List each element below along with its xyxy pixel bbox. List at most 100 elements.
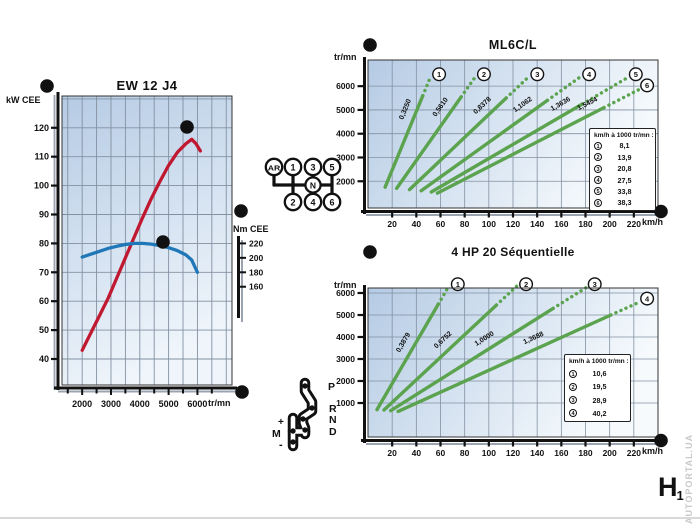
x-tick-label: 2000 xyxy=(72,399,92,409)
shifter-gear-2-circle xyxy=(283,192,303,212)
x-tick-label: 80 xyxy=(460,448,470,458)
x-tick-label: 220 xyxy=(627,448,641,458)
gear-line-solid xyxy=(375,302,441,412)
gear-line-dotted xyxy=(580,76,629,106)
gear-line-solid xyxy=(383,94,425,189)
selector-position-R: R xyxy=(329,403,337,415)
x-tick-label: 20 xyxy=(387,219,397,229)
marker-badge-letter: a xyxy=(240,387,245,397)
y-tick-label: 80 xyxy=(39,238,49,248)
gear-line-dotted xyxy=(494,283,520,307)
gear-line-dotted xyxy=(545,74,583,103)
y-tick-label: 60 xyxy=(39,296,49,306)
x-tick-label: 40 xyxy=(412,448,422,458)
marker-badge-f: f xyxy=(654,433,668,448)
gear-line-dotted xyxy=(459,74,478,99)
marker-badge-a: a xyxy=(363,245,377,259)
manual-chart-rpm-axis-label: tr/mn xyxy=(334,52,357,62)
x-tick-label: 20 xyxy=(387,448,397,458)
selector-detent-dot xyxy=(302,383,308,389)
shifter-gear-3-circle xyxy=(303,157,323,177)
x-tick-label: 100 xyxy=(482,219,496,229)
gear-number-badge xyxy=(640,78,655,93)
gear-number: 4 xyxy=(587,70,592,79)
marker-badge-circle xyxy=(654,204,668,219)
y-tick-label: 120 xyxy=(34,123,49,133)
y2-tick-label: 160 xyxy=(249,282,263,292)
page-bottom-divider xyxy=(0,517,700,519)
gear-number-badge: 3 xyxy=(594,164,602,173)
legend-title: km/h à 1000 tr/mn : xyxy=(569,358,629,365)
gear-line-dotted xyxy=(551,285,588,311)
x-tick-label: 80 xyxy=(460,219,470,229)
gear-speed-value: 10,6 xyxy=(592,369,607,379)
shifter-gear-5-circle xyxy=(322,157,342,177)
x-tick-label: 120 xyxy=(506,219,520,229)
y-tick-label: 6000 xyxy=(336,81,355,91)
gear-number-badge: 1 xyxy=(594,141,602,150)
selector-detent-dot xyxy=(300,416,306,422)
legend-row-gear-4: 4 27,5 xyxy=(594,176,652,185)
y-tick-label: 1000 xyxy=(336,398,355,408)
selector-position-D: D xyxy=(329,426,337,438)
engine-chart: 40 50 60 70 80 90 100 110 120 2000 3000 4000 5000 600… xyxy=(34,79,263,409)
gear-speed-value: 38,3 xyxy=(617,198,632,208)
gear-speed-value: 13,9 xyxy=(617,152,632,162)
gear-number-badge xyxy=(530,67,545,82)
marker-badge-circle xyxy=(654,433,668,448)
marker-badge-letter: f xyxy=(660,436,663,446)
gear-speed-value: 27,5 xyxy=(617,175,632,185)
gear-number-badge: 1 xyxy=(569,369,577,378)
marker-badge-letter: a xyxy=(368,40,373,50)
shifter-gear-2-label: 2 xyxy=(290,197,295,207)
shifter-neutral-label: N xyxy=(310,180,316,190)
torque-secondary-axis: 160 180 200 220 xyxy=(237,236,263,322)
x-tick-label: 160 xyxy=(554,219,568,229)
shifter-gear-4-label: 4 xyxy=(310,197,315,207)
x-tick-label: 60 xyxy=(436,219,446,229)
marker-badge-circle xyxy=(156,235,170,249)
marker-badge-letter: c xyxy=(239,206,244,216)
marker-badge-a: a xyxy=(235,385,249,399)
y-tick-label: 4000 xyxy=(336,332,355,342)
y-tick-label: 90 xyxy=(39,209,49,219)
gear-number-badge xyxy=(587,277,602,292)
selector-manual-down: - xyxy=(279,439,283,451)
selector-position-P: P xyxy=(328,381,335,393)
legend-row-gear-2: 2 19,5 xyxy=(569,382,627,391)
gear-line-dotted xyxy=(421,74,433,98)
marker-badge-circle xyxy=(234,204,248,218)
shifter-gear-5-label: 5 xyxy=(329,162,334,172)
legend-row-gear-3: 3 20,8 xyxy=(594,164,652,173)
x-tick-label: 5000 xyxy=(159,399,179,409)
marker-badge-circle xyxy=(180,120,194,134)
x-tick-label: 3000 xyxy=(101,399,121,409)
y-tick-label: 3000 xyxy=(336,354,355,364)
legend-title: km/h à 1000 tr/mn : xyxy=(594,132,654,139)
gear-number-badge: 3 xyxy=(569,396,577,405)
marker-badge-b: b xyxy=(40,79,54,93)
manual-gearbox-axes xyxy=(357,57,666,218)
gear-number-badge xyxy=(519,277,534,292)
manual-gearbox-grid xyxy=(368,60,658,208)
shifter-reverse-circle xyxy=(264,157,284,177)
x-tick-label: 60 xyxy=(436,448,446,458)
y-tick-label: 70 xyxy=(39,267,49,277)
gear-line-dotted xyxy=(504,74,531,100)
marker-badge-circle xyxy=(40,79,54,93)
y-tick-label: 5000 xyxy=(336,105,355,115)
marker-badge-letter: b xyxy=(44,81,49,91)
legend-row-gear-2: 2 13,9 xyxy=(594,153,652,162)
watermark-text: AUTOPORTAL.UA xyxy=(684,433,694,524)
auto-gearbox-axes xyxy=(357,285,666,447)
x-tick-label: 200 xyxy=(603,448,617,458)
shifter-gear-1-circle xyxy=(283,157,303,177)
gear-line-dotted xyxy=(609,300,642,317)
selector-detent-dot xyxy=(290,439,296,445)
gear-number: 3 xyxy=(593,280,597,289)
y-tick-label: 50 xyxy=(39,325,49,335)
legend-row-gear-1: 1 8,1 xyxy=(594,141,652,150)
selector-detent-dot xyxy=(309,405,315,411)
gear-number: 1 xyxy=(437,70,441,79)
